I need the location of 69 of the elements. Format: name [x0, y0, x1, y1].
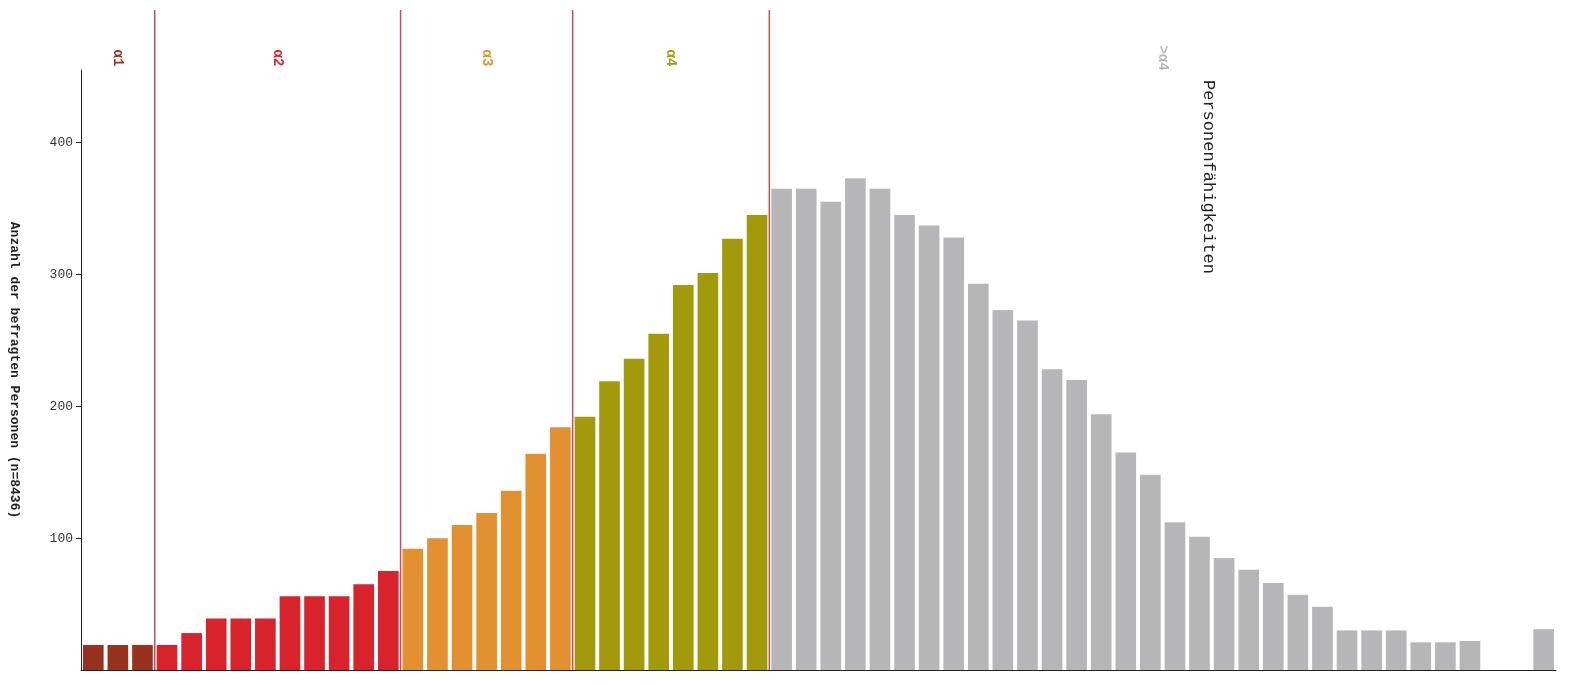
bar	[746, 215, 768, 670]
text: α2	[269, 49, 286, 67]
bar	[181, 633, 202, 670]
bar	[967, 283, 989, 670]
bar	[1238, 569, 1260, 670]
bar	[550, 427, 571, 670]
y-tick-label: 100	[49, 530, 73, 546]
bar	[918, 225, 940, 670]
bar	[820, 201, 842, 670]
bar	[107, 644, 129, 670]
bar	[771, 188, 792, 670]
bar	[623, 358, 645, 670]
bar	[304, 596, 325, 670]
bar	[1361, 630, 1382, 670]
bar	[795, 188, 817, 670]
bar	[869, 188, 891, 670]
text: α1	[109, 49, 126, 67]
bar	[992, 310, 1014, 670]
bar	[1090, 414, 1112, 670]
bar	[1435, 642, 1456, 670]
bar	[672, 284, 694, 670]
text: α3	[478, 49, 495, 67]
bar	[1017, 320, 1038, 670]
bar	[451, 524, 473, 670]
bar	[1041, 369, 1063, 670]
bar	[279, 596, 301, 670]
bar	[1066, 379, 1087, 670]
bar	[255, 618, 276, 670]
bar	[1164, 522, 1186, 670]
bar	[476, 513, 497, 670]
bar	[574, 416, 596, 670]
bar	[1533, 629, 1555, 670]
bar	[1140, 474, 1161, 670]
bar	[1262, 582, 1284, 670]
bar	[328, 596, 350, 670]
bar	[1115, 452, 1137, 670]
bar	[1312, 606, 1333, 670]
bar	[1410, 642, 1432, 670]
bar	[1213, 557, 1235, 670]
bar	[156, 644, 178, 670]
bar	[697, 273, 719, 670]
bar	[1287, 594, 1309, 670]
bar	[648, 333, 670, 670]
bar	[230, 618, 252, 670]
bar	[82, 644, 104, 670]
bar	[402, 548, 424, 670]
y-tick-label: 300	[49, 266, 73, 282]
bar	[1336, 630, 1358, 670]
y-tick-label: 200	[49, 398, 73, 414]
text: >α4	[1154, 45, 1171, 71]
bar	[599, 381, 620, 670]
bar	[1459, 640, 1481, 670]
bar	[722, 238, 743, 670]
bar	[205, 618, 227, 670]
bar	[377, 571, 399, 670]
bar	[1189, 536, 1210, 670]
bar	[132, 644, 153, 670]
bar	[1385, 630, 1407, 670]
bar	[427, 538, 448, 670]
bar	[894, 215, 915, 670]
bar	[353, 584, 375, 670]
y-tick-label: 400	[49, 135, 73, 151]
bar	[500, 490, 522, 670]
bar	[845, 178, 866, 670]
text: Personenfähigkeiten	[1198, 80, 1218, 274]
text: α4	[663, 49, 679, 67]
y-axis-title: Anzahl der befragten Personen (n=8436)	[7, 221, 22, 519]
bar	[943, 237, 965, 670]
bar	[525, 453, 547, 670]
